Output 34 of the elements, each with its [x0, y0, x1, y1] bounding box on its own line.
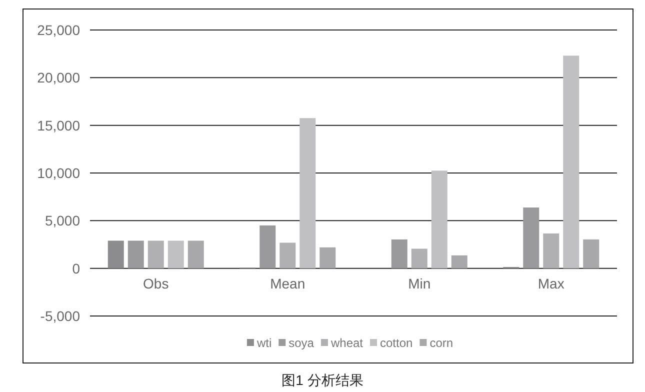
- bar: [128, 240, 144, 268]
- bar: [543, 233, 560, 268]
- legend-label: cotton: [380, 336, 413, 350]
- caption: 图1 分析结果: [282, 372, 364, 388]
- bar: [280, 242, 296, 268]
- y-tick-label: 20,000: [37, 70, 80, 86]
- y-tick-label: 0: [72, 260, 80, 276]
- y-tick-label: 10,000: [37, 165, 80, 181]
- legend-label: soya: [288, 336, 314, 350]
- bar: [300, 118, 316, 268]
- y-tick-label: 15,000: [37, 117, 80, 134]
- legend-label: wheat: [330, 336, 364, 350]
- x-tick-label: Obs: [143, 275, 169, 292]
- bar: [523, 208, 540, 268]
- legend-label: corn: [430, 336, 454, 350]
- bar: [563, 56, 580, 268]
- x-tick-label: Min: [408, 275, 431, 292]
- y-tick-label: 5,000: [44, 212, 80, 229]
- bar: [431, 170, 448, 268]
- bar: [168, 240, 184, 268]
- y-tick-label: -5,000: [40, 308, 80, 324]
- bar: [583, 239, 600, 268]
- bar: [451, 255, 468, 268]
- bar: [320, 247, 336, 268]
- bar: [108, 240, 124, 268]
- x-tick-label: Max: [538, 275, 564, 292]
- y-tick-label: 25,000: [37, 22, 80, 38]
- x-tick-label: Mean: [270, 275, 306, 292]
- bar: [260, 225, 276, 268]
- bar: [148, 240, 164, 268]
- bar: [391, 239, 408, 268]
- bar: [411, 248, 428, 268]
- bar: [188, 240, 204, 268]
- legend-label: wti: [256, 336, 272, 350]
